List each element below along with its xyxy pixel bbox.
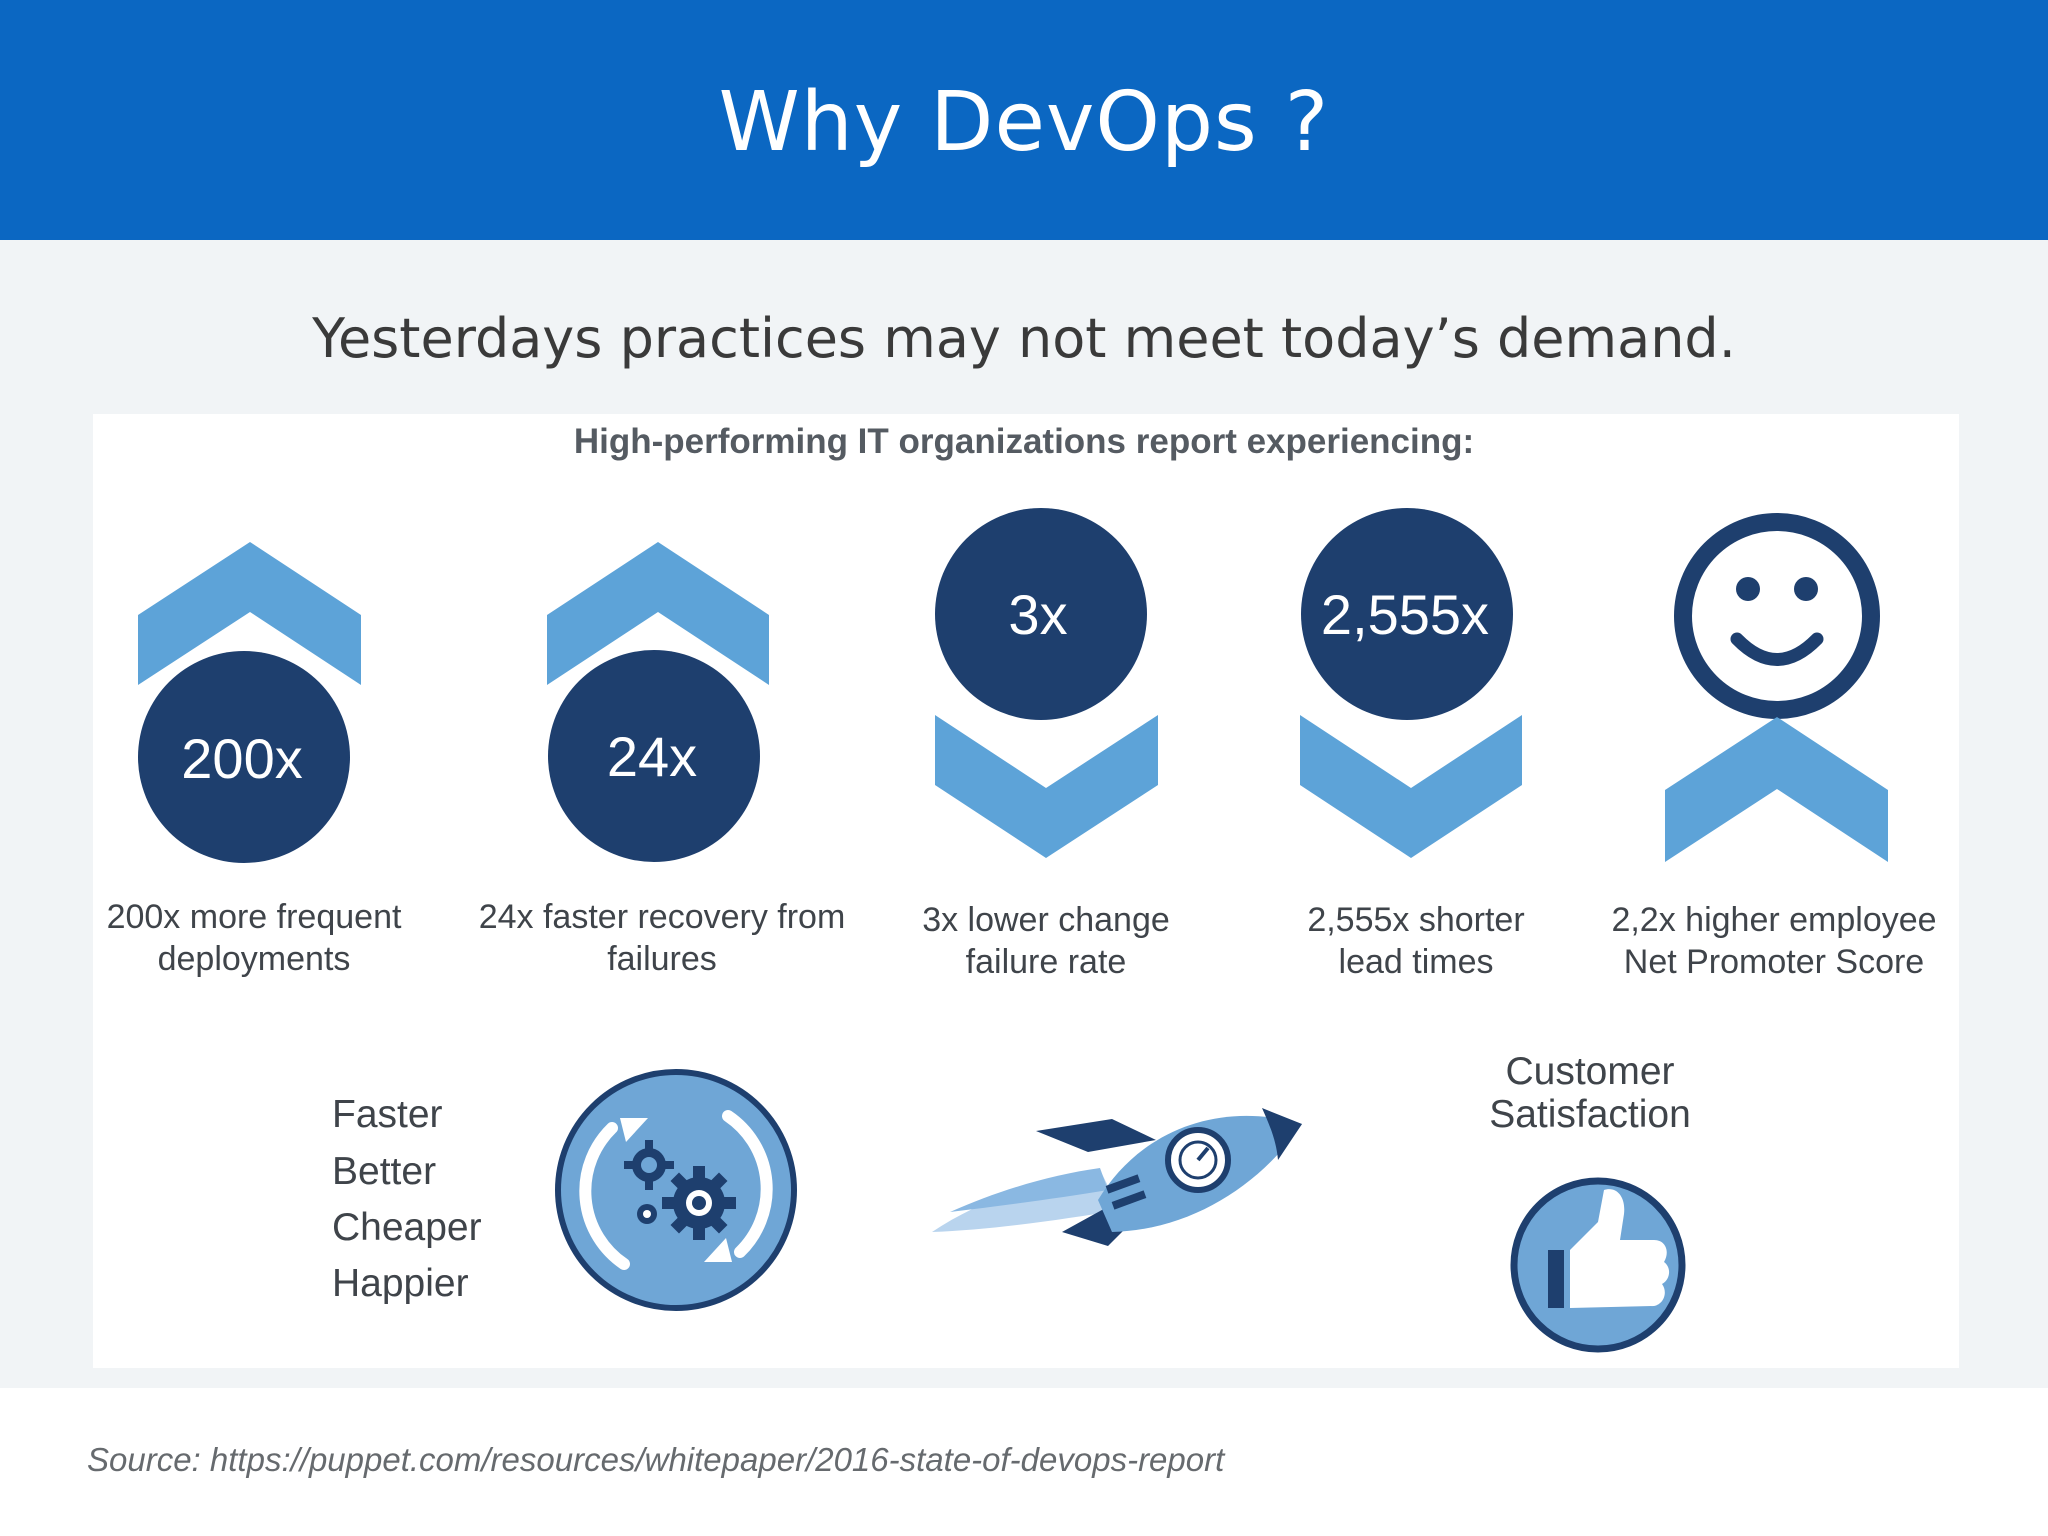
thumbs-up-icon [1510, 1177, 1686, 1353]
chevron-up-icon [138, 542, 361, 685]
stat-2-caption: 24x faster recovery from failures [472, 896, 852, 980]
chevron-down-icon [935, 715, 1158, 858]
stat-3-graphic: 3x [935, 508, 1158, 858]
customer-satisfaction-label: Customer Satisfaction [1440, 1050, 1740, 1136]
slide-title: Why DevOps ? [718, 74, 1330, 170]
chevron-up-icon [1665, 717, 1888, 862]
stat-3-caption: 3x lower change failure rate [856, 899, 1236, 983]
stat-5-caption: 2,2x higher employee Net Promoter Score [1584, 899, 1964, 983]
chevron-up-icon [547, 542, 769, 685]
stat-1-value: 200x [181, 727, 302, 790]
caption-line: deployments [157, 940, 351, 978]
smiley-icon [1674, 513, 1880, 719]
title-bar: Why DevOps ? [0, 0, 2048, 240]
stat-circle [1301, 508, 1513, 720]
infographic-heading: High-performing IT organizations report … [573, 422, 1475, 461]
caption-line: failure rate [965, 943, 1127, 981]
caption-line: 200x more frequent [106, 898, 402, 936]
stat-1-caption: 200x more frequent deployments [64, 896, 444, 980]
caption-line: 2,2x higher employee [1611, 901, 1937, 939]
stat-5-graphic [1665, 513, 1888, 862]
benefit-faster: Faster [332, 1093, 443, 1136]
benefit-happier: Happier [332, 1262, 469, 1305]
slide-subtitle: Yesterdays practices may not meet today’… [312, 307, 1736, 370]
chevron-down-icon [1300, 715, 1522, 858]
stat-circle [935, 508, 1147, 720]
caption-line: Net Promoter Score [1623, 943, 1925, 981]
stat-4-value: 2,555x [1321, 583, 1489, 646]
stat-2-graphic: 24x [547, 542, 769, 862]
label-line: Satisfaction [1489, 1093, 1691, 1136]
caption-line: 3x lower change [922, 901, 1170, 939]
source-citation: Source: https://puppet.com/resources/whi… [87, 1441, 1225, 1478]
label-line: Customer [1505, 1050, 1675, 1093]
stat-4-graphic: 2,555x [1300, 508, 1522, 858]
stat-4-caption: 2,555x shorter lead times [1226, 899, 1606, 983]
stat-2-value: 24x [607, 725, 697, 788]
caption-line: 24x faster recovery from [478, 898, 846, 936]
caption-line: 2,555x shorter [1307, 901, 1525, 939]
stat-1-graphic: 200x [138, 542, 361, 863]
rocket-icon [932, 1108, 1302, 1246]
caption-line: lead times [1338, 943, 1494, 981]
benefit-better: Better [332, 1150, 437, 1193]
benefit-cheaper: Cheaper [332, 1206, 482, 1249]
gears-cycle-icon [555, 1069, 797, 1311]
stat-3-value: 3x [1008, 583, 1067, 646]
stat-circle [548, 650, 760, 862]
caption-line: failures [607, 940, 717, 978]
stat-circle [138, 651, 350, 863]
